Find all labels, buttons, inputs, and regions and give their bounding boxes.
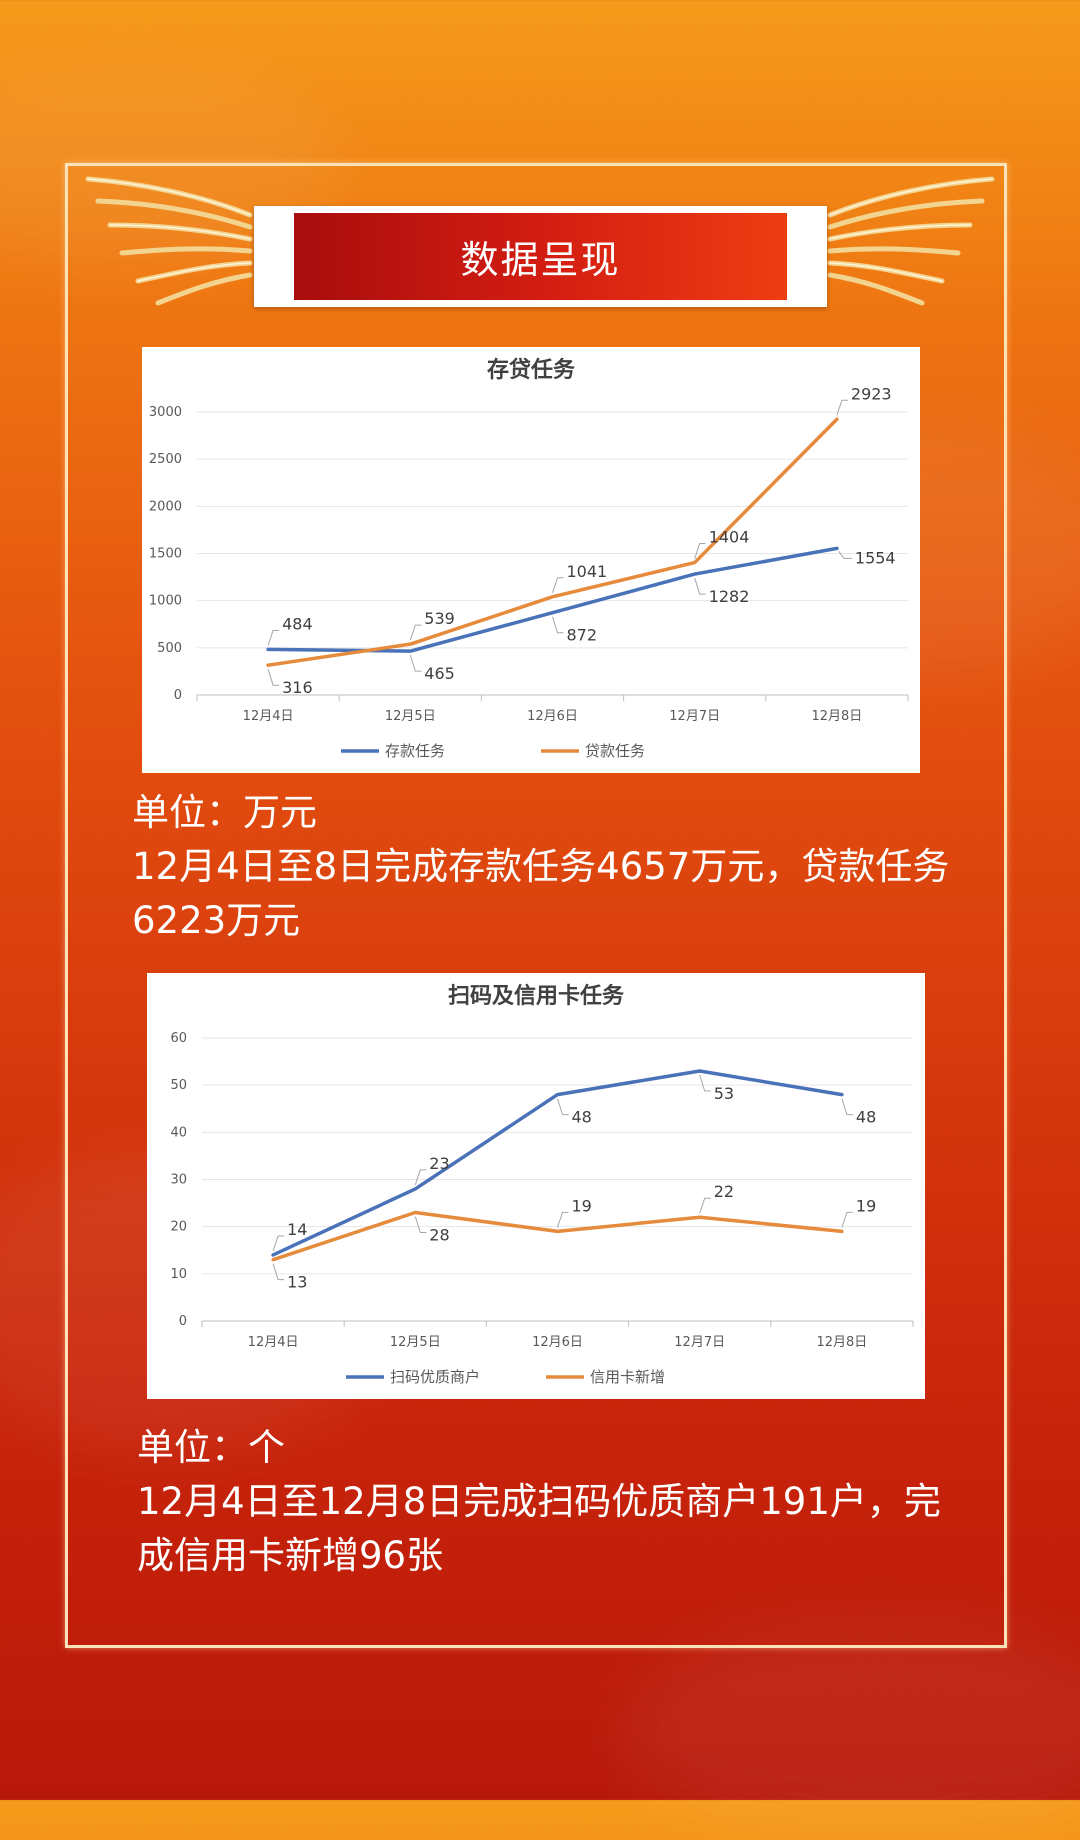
y-tick-label: 0 (179, 1314, 187, 1329)
data-label-leader (272, 1235, 285, 1252)
x-tick-label: 12月5日 (385, 709, 436, 724)
data-label: 53 (714, 1084, 734, 1103)
series-line-1 (271, 1210, 844, 1262)
decorative-frame (65, 163, 1007, 1648)
data-label: 22 (714, 1182, 734, 1201)
y-tick-label: 2500 (149, 452, 182, 467)
data-label: 539 (424, 609, 455, 628)
data-label: 484 (282, 614, 313, 633)
data-label: 23 (429, 1154, 449, 1173)
data-label-leader (414, 1169, 427, 1186)
x-tick-label: 12月8日 (811, 709, 862, 724)
y-tick-label: 10 (170, 1267, 187, 1282)
data-label: 19 (856, 1196, 876, 1215)
series-line-0 (266, 546, 839, 653)
x-tick-label: 12月6日 (527, 709, 578, 724)
data-label-leader (409, 654, 422, 672)
data-label: 13 (287, 1273, 307, 1292)
data-label: 316 (282, 678, 313, 697)
x-tick-label: 12月8日 (816, 1335, 867, 1350)
wing-left-icon (85, 176, 253, 306)
y-tick-label: 0 (174, 688, 182, 703)
data-label: 1041 (567, 562, 608, 581)
legend-label: 贷款任务 (585, 742, 645, 760)
series-line-0 (271, 1069, 844, 1257)
data-label-leader (552, 616, 564, 634)
section2-unit: 单位：个 (137, 1426, 285, 1469)
data-label: 1554 (855, 548, 896, 567)
title-banner: 数据呈现 (254, 206, 827, 307)
data-label-leader (838, 551, 852, 559)
data-label: 1404 (709, 528, 750, 547)
data-label: 48 (856, 1108, 876, 1127)
y-tick-label: 60 (170, 1031, 187, 1046)
section1-caption: 单位：万元 12月4日至8日完成存款任务4657万元，贷款任务6223万元 (132, 786, 972, 948)
data-label-leader (414, 1216, 427, 1234)
data-label: 14 (287, 1220, 307, 1239)
data-label: 872 (567, 626, 598, 645)
x-tick-label: 12月7日 (674, 1335, 725, 1350)
data-label: 28 (429, 1226, 449, 1245)
data-label-leader (836, 399, 848, 416)
data-label-leader (699, 1197, 711, 1214)
y-tick-label: 500 (157, 641, 182, 656)
section2-caption: 单位：个 12月4日至12月8日完成扫码优质商户191户，完成信用卡新增96张 (137, 1421, 977, 1583)
x-tick-label: 12月6日 (532, 1335, 583, 1350)
legend-label: 扫码优质商户 (390, 1368, 480, 1386)
deposit-loan-chart: 存贷任务 0 500 1000 1500 2000 2500 3000 12月4日 12月5日 12… (142, 347, 920, 773)
section2-summary: 12月4日至12月8日完成扫码优质商户191户，完成信用卡新增96张 (137, 1480, 941, 1577)
x-tick-label: 12月4日 (248, 1335, 299, 1350)
data-label-leader (272, 1263, 285, 1281)
data-label-leader (267, 629, 280, 646)
x-tick-label: 12月5日 (390, 1335, 441, 1350)
series-line-1 (266, 417, 839, 667)
y-tick-label: 2000 (149, 499, 182, 514)
y-tick-label: 30 (170, 1173, 187, 1188)
data-label-leader (699, 1074, 711, 1092)
data-label: 19 (572, 1196, 592, 1215)
scan-credit-chart: 扫码及信用卡任务 0 10 20 30 40 50 60 12月4日 12月5日 12月6日 12月7… (147, 973, 925, 1399)
data-label: 2923 (851, 384, 892, 403)
data-label: 48 (572, 1108, 592, 1127)
data-label-leader (557, 1211, 569, 1228)
data-label-leader (552, 577, 564, 593)
data-label-leader (557, 1098, 569, 1116)
chart-title: 存贷任务 (487, 357, 576, 383)
scan-credit-chart-svg: 扫码及信用卡任务 0 10 20 30 40 50 60 12月4日 12月5日 12月6日 12月7… (170, 983, 914, 1386)
x-tick-label: 12月4日 (243, 709, 294, 724)
y-tick-label: 40 (170, 1125, 187, 1140)
data-label-leader (267, 669, 280, 686)
data-label-leader (409, 624, 422, 641)
data-label-leader (694, 543, 706, 559)
data-label-leader (694, 577, 706, 595)
data-label: 1282 (709, 587, 750, 606)
data-label-leader (841, 1098, 853, 1116)
y-tick-label: 1500 (149, 547, 182, 562)
legend-label: 信用卡新增 (590, 1368, 665, 1386)
section1-unit: 单位：万元 (132, 791, 317, 834)
x-tick-label: 12月7日 (669, 709, 720, 724)
data-label-leader (841, 1211, 853, 1228)
legend-label: 存款任务 (385, 742, 445, 760)
y-tick-label: 20 (170, 1220, 187, 1235)
y-tick-label: 1000 (149, 594, 182, 609)
y-tick-label: 3000 (149, 405, 182, 420)
deposit-loan-chart-svg: 存贷任务 0 500 1000 1500 2000 2500 3000 12月4日 12月5日 12… (149, 357, 909, 760)
title-banner-inner: 数据呈现 (294, 213, 787, 300)
data-label: 465 (424, 664, 455, 683)
wing-right-icon (827, 176, 995, 306)
section1-summary: 12月4日至8日完成存款任务4657万元，贷款任务6223万元 (132, 845, 950, 942)
y-tick-label: 50 (170, 1078, 187, 1093)
page-title: 数据呈现 (460, 238, 621, 282)
chart-title: 扫码及信用卡任务 (448, 983, 625, 1009)
